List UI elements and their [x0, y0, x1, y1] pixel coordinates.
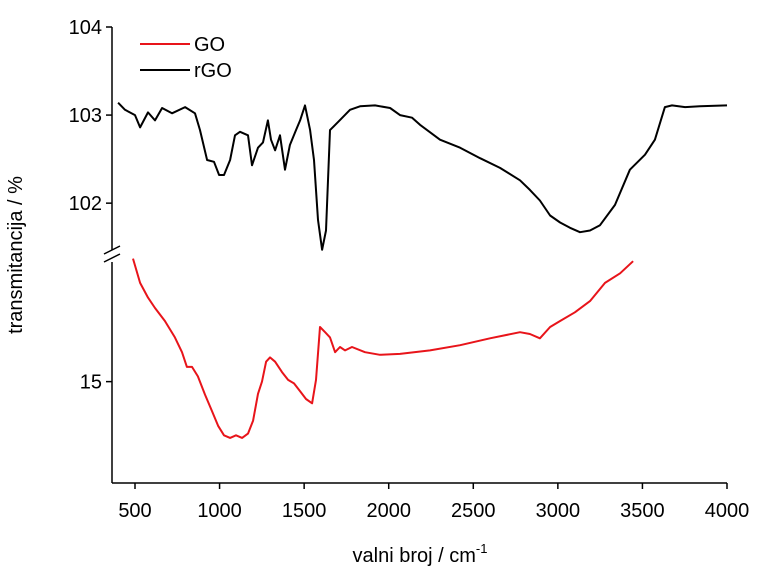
- y-tick-label: 102: [69, 193, 102, 215]
- x-axis-label-text: valni broj / cm: [353, 545, 476, 567]
- x-tick-label: 3000: [536, 500, 581, 522]
- x-tick-label: 1000: [197, 500, 242, 522]
- line-series: [117, 102, 728, 251]
- x-tick-label: 4000: [705, 500, 750, 522]
- axis-break: [103, 245, 121, 255]
- x-tick-label: 2500: [451, 500, 496, 522]
- y-tick-label: 103: [69, 105, 102, 127]
- x-axis-label: valni broj / cm-1: [353, 541, 488, 567]
- x-tick-label: 3500: [620, 500, 665, 522]
- axis-break: [103, 253, 121, 263]
- y-axis-label: transmitancija / %: [5, 176, 27, 334]
- legend-label: GO: [194, 34, 225, 56]
- x-tick-label: 500: [118, 500, 151, 522]
- x-axis-label-sup: -1: [476, 541, 488, 556]
- line-series: [132, 258, 634, 439]
- x-tick-label: 2000: [366, 500, 411, 522]
- y-tick-label: 104: [69, 17, 102, 39]
- x-tick-label: 1500: [282, 500, 327, 522]
- legend-label: rGO: [194, 60, 232, 82]
- y-tick-label: 15: [80, 372, 102, 394]
